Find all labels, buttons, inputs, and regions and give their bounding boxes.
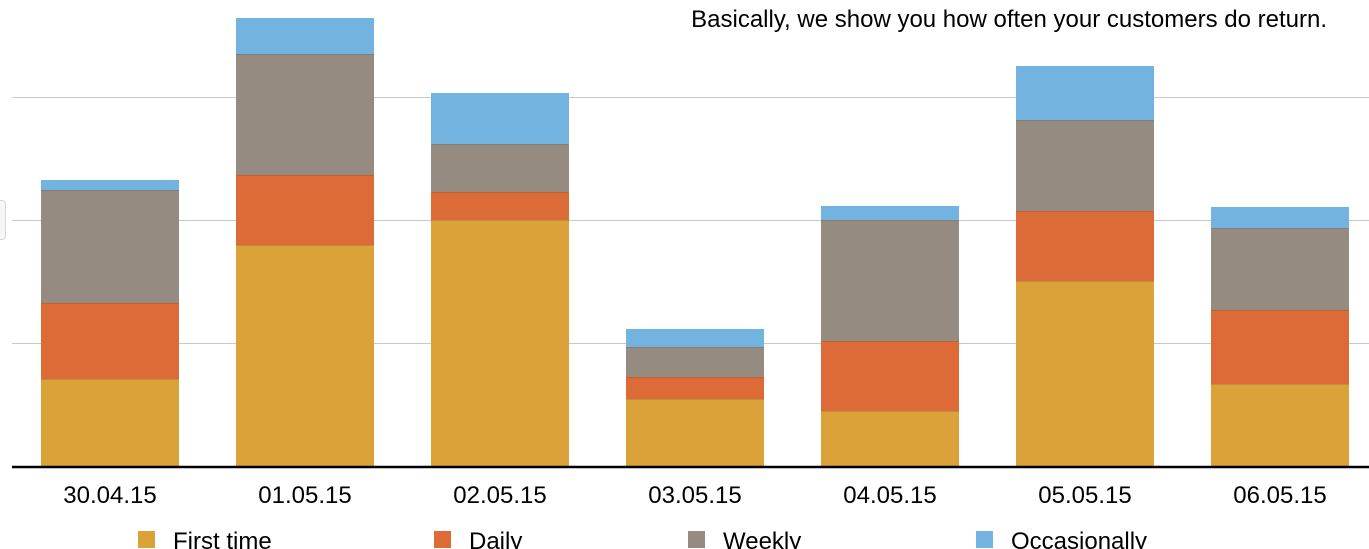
side-handle[interactable] [0,200,6,240]
bar-occasionally-05.05.15 [1016,66,1154,120]
bar-weekly-04.05.15 [821,220,959,341]
x-tick-label: 05.05.15 [1038,482,1131,509]
bar-daily-02.05.15 [431,192,569,220]
bar-daily-06.05.15 [1211,310,1349,384]
bar-daily-04.05.15 [821,341,959,411]
bar-first-time-04.05.15 [821,411,959,467]
bar-weekly-02.05.15 [431,144,569,192]
bar-first-time-06.05.15 [1211,384,1349,467]
bar-first-time-02.05.15 [431,220,569,467]
bar-first-time-03.05.15 [626,399,764,467]
bar-daily-30.04.15 [41,303,179,379]
bar-first-time-05.05.15 [1016,281,1154,467]
bar-weekly-06.05.15 [1211,228,1349,310]
x-tick-label: 03.05.15 [648,482,741,509]
x-tick-label: 02.05.15 [453,482,546,509]
x-tick-label: 04.05.15 [843,482,936,509]
bar-occasionally-02.05.15 [431,93,569,144]
bar-occasionally-01.05.15 [236,18,374,54]
bar-daily-01.05.15 [236,175,374,245]
legend-swatch-weekly [688,531,705,548]
bar-weekly-05.05.15 [1016,120,1154,211]
bar-occasionally-04.05.15 [821,206,959,220]
bar-first-time-01.05.15 [236,245,374,467]
x-tick-label: 01.05.15 [258,482,351,509]
bar-occasionally-06.05.15 [1211,207,1349,228]
legend-label-first-time: First time [173,528,272,549]
x-tick-label: 06.05.15 [1233,482,1326,509]
legend-swatch-daily [434,531,451,548]
bar-weekly-03.05.15 [626,347,764,377]
bar-first-time-30.04.15 [41,379,179,467]
bar-daily-05.05.15 [1016,211,1154,281]
x-tick-label: 30.04.15 [63,482,156,509]
legend-swatch-occasionally [976,531,993,548]
legend-label-daily: Daily [469,528,522,549]
chart-caption: Basically, we show you how often your cu… [691,6,1327,33]
legend-swatch-first-time [138,531,155,548]
bar-daily-03.05.15 [626,377,764,399]
bar-weekly-01.05.15 [236,54,374,175]
legend-label-occasionally: Occasionally [1011,528,1147,549]
legend-label-weekly: Weekly [723,528,801,549]
bar-occasionally-03.05.15 [626,329,764,347]
bar-weekly-30.04.15 [41,190,179,303]
bar-occasionally-30.04.15 [41,180,179,190]
